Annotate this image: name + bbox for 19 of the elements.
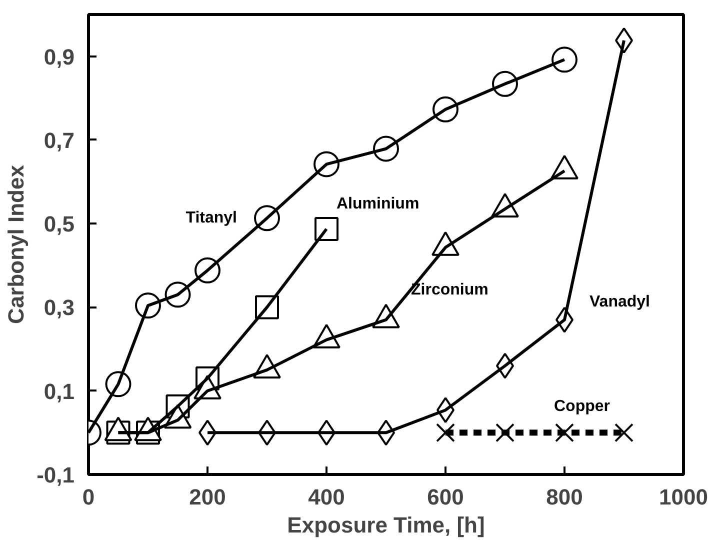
y-tick-label: 0,5 <box>44 212 75 237</box>
y-axis-title: Carbonyl Index <box>4 164 29 324</box>
series-label: Vanadyl <box>590 293 650 310</box>
x-axis-title: Exposure Time, [h] <box>287 512 485 538</box>
series-label: Titanyl <box>186 210 238 227</box>
x-tick-label: 200 <box>189 484 226 510</box>
y-tick-label: -0,1 <box>36 462 75 488</box>
x-tick-label: 400 <box>308 484 345 510</box>
x-tick-label: 1000 <box>659 484 708 510</box>
y-tick-label: 0,9 <box>44 44 75 70</box>
y-tick-label: 0,1 <box>44 378 75 404</box>
series-label: Zirconium <box>411 281 488 298</box>
x-tick-label: 0 <box>82 484 95 510</box>
series-label: Copper <box>554 398 610 416</box>
y-tick-label: 0,7 <box>44 128 75 153</box>
x-tick-label: 800 <box>546 484 583 510</box>
series-label: Aluminium <box>336 196 420 213</box>
y-tick-label: 0,3 <box>44 295 75 320</box>
x-tick-label: 600 <box>427 484 464 510</box>
